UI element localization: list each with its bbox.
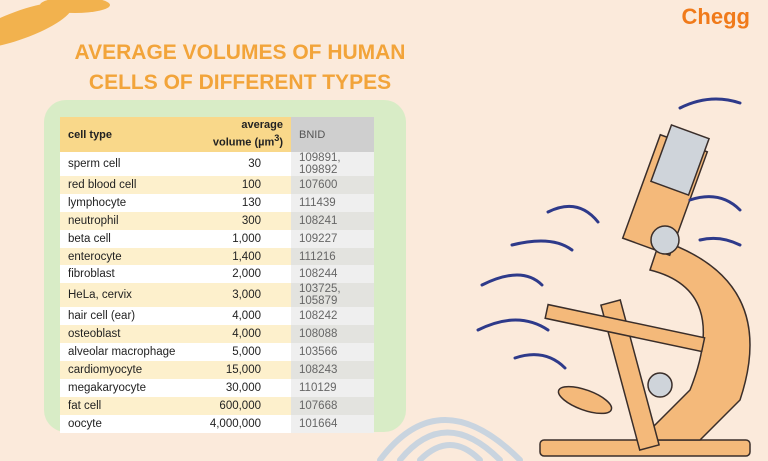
table-cell: hair cell (ear): [60, 307, 195, 326]
table-row: neutrophil 300 108241: [60, 211, 374, 230]
header-cell: cell type: [60, 117, 195, 152]
data-table: cell type average volume (µm3) BNID sperm…: [60, 117, 374, 433]
header-sup: 3: [274, 133, 280, 144]
table-cell: 30: [195, 152, 291, 176]
table-cell: 108242: [291, 307, 374, 326]
table-cell: 108243: [291, 361, 374, 379]
table-row: osteoblast 4,000 108088: [60, 325, 374, 344]
table-cell: 4,000: [195, 325, 291, 344]
table-cell: red blood cell: [60, 176, 195, 194]
table-row: lymphocyte 130 111439: [60, 193, 374, 212]
table-cell: osteoblast: [60, 325, 195, 344]
microscope: [539, 124, 751, 457]
brand-logo: Chegg: [681, 4, 750, 29]
arrows: [476, 97, 742, 370]
table-cell: sperm cell: [60, 152, 195, 176]
table-row: cardiomyocyte 15,000 108243: [60, 361, 374, 379]
table-row: megakaryocyte 30,000 110129: [60, 378, 374, 397]
table-cell: beta cell: [60, 229, 195, 248]
table-cell: 4,000: [195, 307, 291, 326]
table-cell: enterocyte: [60, 247, 195, 266]
table-row: HeLa, cervix 3,000 103725, 105879: [60, 283, 374, 308]
table-cell: alveolar macrophage: [60, 343, 195, 362]
table-cell: 2,000: [195, 265, 291, 284]
table-body: sperm cell 30 109891, 109892 red blood cell…: [60, 152, 374, 433]
table-cell: 111216: [291, 247, 374, 266]
cell-blob: [0, 0, 110, 48]
table-row: beta cell 1,000 109227: [60, 229, 374, 248]
table-cell: 108244: [291, 265, 374, 284]
table-row: red blood cell 100 107600: [60, 176, 374, 194]
title-line: AVERAGE VOLUMES OF HUMAN: [74, 41, 406, 64]
table-cell: HeLa, cervix: [60, 283, 195, 308]
table-cell: 600,000: [195, 396, 291, 415]
table-cell: 103725, 105879: [291, 283, 374, 308]
table-row: hair cell (ear) 4,000 108242: [60, 307, 374, 326]
header-cell: average volume (µm3): [195, 117, 291, 152]
table-cell: lymphocyte: [60, 193, 195, 212]
table-cell: 103566: [291, 343, 374, 362]
table-cell: fat cell: [60, 396, 195, 415]
table-cell: fibroblast: [60, 265, 195, 284]
table-row: oocyte 4,000,000 101664: [60, 414, 374, 433]
table-cell: 1,000: [195, 229, 291, 248]
table-cell: 5,000: [195, 343, 291, 362]
title-line: CELLS OF DIFFERENT TYPES: [88, 71, 392, 94]
table-cell: 107668: [291, 396, 374, 415]
table-cell: 109227: [291, 229, 374, 248]
table-cell: 30,000: [195, 378, 291, 397]
table-row: enterocyte 1,400 111216: [60, 247, 374, 266]
table-cell: 15,000: [195, 361, 291, 379]
table-row: alveolar macrophage 5,000 103566: [60, 343, 374, 362]
table-cell: megakaryocyte: [60, 378, 195, 397]
header-text: ): [279, 136, 283, 149]
header-row: cell type average volume (µm3) BNID: [60, 117, 374, 152]
table-cell: 107600: [291, 176, 374, 194]
table-row: fat cell 600,000 107668: [60, 396, 374, 415]
table-cell: 108241: [291, 211, 374, 230]
table-cell: 111439: [291, 193, 374, 212]
table-cell: neutrophil: [60, 211, 195, 230]
table-cell: 4,000,000: [195, 414, 291, 433]
table-cell: 130: [195, 193, 291, 212]
table-cell: cardiomyocyte: [60, 361, 195, 379]
table-cell: 109891, 109892: [291, 152, 374, 176]
fingerprint: [377, 417, 523, 461]
table-cell: 110129: [291, 378, 374, 397]
table-cell: 3,000: [195, 283, 291, 308]
table-cell: 101664: [291, 414, 374, 433]
table-cell: 100: [195, 176, 291, 194]
title: AVERAGE VOLUMES OF HUMAN CELLS OF DIFFER…: [60, 38, 420, 98]
table-cell: oocyte: [60, 414, 195, 433]
table-cell: 300: [195, 211, 291, 230]
table-cell: 108088: [291, 325, 374, 344]
table-row: sperm cell 30 109891, 109892: [60, 152, 374, 176]
header-cell: BNID: [291, 117, 374, 152]
table-row: fibroblast 2,000 108244: [60, 265, 374, 284]
table-cell: 1,400: [195, 247, 291, 266]
header-text: average: [241, 119, 283, 132]
header-text: volume (µm: [212, 136, 275, 149]
